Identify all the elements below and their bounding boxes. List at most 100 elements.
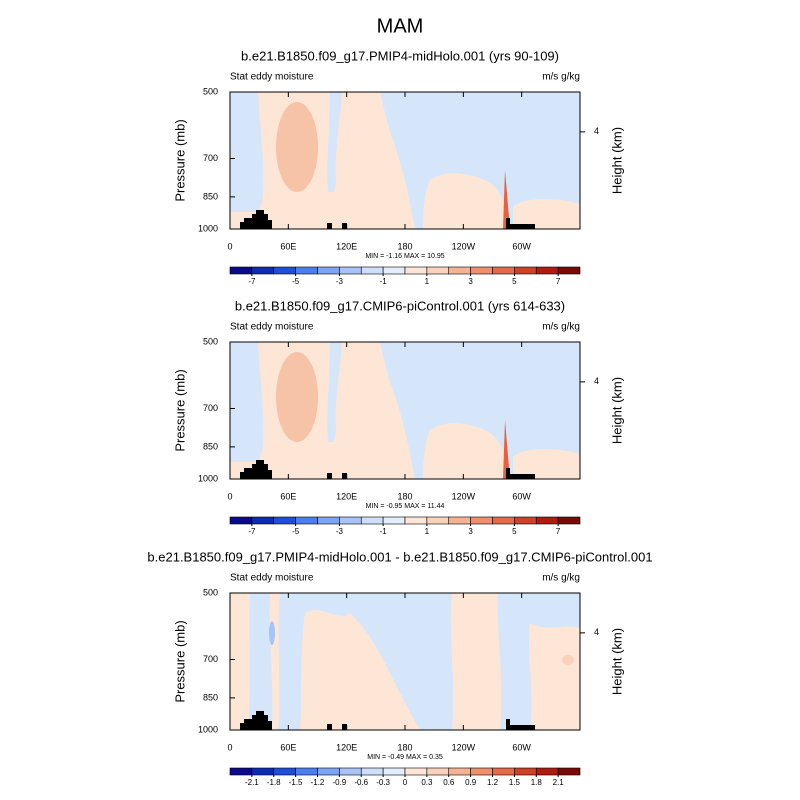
colorbar-label: 0.9	[465, 778, 477, 787]
field	[230, 342, 580, 479]
plot-field	[230, 593, 580, 730]
colorbar-box	[426, 266, 450, 275]
x-tick-label: 0	[227, 241, 232, 251]
colorbar-label: -7	[248, 527, 256, 536]
y2-tick-label: 4	[594, 627, 599, 637]
y-tick-label: 850	[203, 441, 218, 451]
colorbar-label: 1.2	[487, 778, 499, 787]
colorbar-label: 0.3	[421, 778, 433, 787]
colorbar-box	[251, 767, 275, 776]
colorbar-box	[557, 516, 581, 525]
x-tick-label: 60E	[280, 742, 296, 752]
colorbar-label: -5	[292, 527, 300, 536]
x-tick-label: 60W	[512, 742, 531, 752]
figure-title: MAM	[377, 15, 424, 37]
colorbar-box	[535, 767, 559, 776]
colorbar-box	[251, 266, 275, 275]
colorbar-box	[295, 767, 318, 776]
y-axis-title: Pressure (mb)	[172, 620, 187, 702]
panel-title: b.e21.B1850.f09_g17.PMIP4-midHolo.001 - …	[147, 549, 652, 564]
colorbar-box	[382, 266, 406, 275]
colorbar-box	[470, 516, 493, 525]
x-tick-label: 120W	[452, 742, 476, 752]
left-label: Stat eddy moisture	[230, 573, 314, 584]
colorbar-label: -1.5	[289, 778, 303, 787]
y2-tick-label: 4	[594, 376, 599, 386]
colorbar-label: 0	[403, 778, 408, 787]
colorbar-box	[382, 767, 406, 776]
y-tick-label: 500	[203, 336, 218, 346]
y2-axis-title: Height (km)	[609, 127, 624, 194]
colorbar-box	[470, 266, 493, 275]
x-tick-label: 120E	[336, 742, 357, 752]
colorbar-box	[360, 516, 384, 525]
colorbar-box	[404, 767, 428, 776]
left-label: Stat eddy moisture	[230, 72, 314, 83]
colorbar-label: 2.1	[553, 778, 565, 787]
colorbar-label: -0.6	[354, 778, 368, 787]
colorbar-box	[229, 516, 253, 525]
right-label: m/s g/kg	[542, 322, 580, 333]
plot-field	[230, 92, 580, 229]
x-tick-label: 120E	[336, 491, 357, 501]
colorbar-box	[404, 266, 428, 275]
colorbar-box	[448, 266, 471, 275]
colorbar-box	[273, 516, 296, 525]
panel-title: b.e21.B1850.f09_g17.PMIP4-midHolo.001 (y…	[241, 48, 559, 63]
colorbar-box	[339, 767, 362, 776]
colorbar-label: -0.9	[332, 778, 346, 787]
colorbar-box	[514, 266, 537, 275]
colorbar-box	[382, 516, 406, 525]
y2-axis-title: Height (km)	[609, 628, 624, 695]
colorbar-label: 7	[556, 277, 561, 286]
plot-field	[230, 342, 580, 479]
colorbar-label: 1	[425, 527, 430, 536]
x-tick-label: 0	[227, 491, 232, 501]
y-tick-label: 1000	[198, 724, 218, 734]
colorbar-box	[317, 266, 340, 275]
colorbar-box	[360, 767, 384, 776]
colorbar-label: -7	[248, 277, 256, 286]
x-tick-label: 60W	[512, 241, 531, 251]
colorbar-box	[448, 767, 471, 776]
colorbar-box	[535, 516, 559, 525]
y-tick-label: 500	[203, 587, 218, 597]
colorbar-label: -3	[336, 277, 344, 286]
y2-axis-title: Height (km)	[609, 377, 624, 444]
y-tick-label: 1000	[198, 473, 218, 483]
right-label: m/s g/kg	[542, 72, 580, 83]
x-tick-label: 60E	[280, 491, 296, 501]
colorbar-box	[339, 266, 362, 275]
y-axis-title: Pressure (mb)	[172, 369, 187, 451]
colorbar-label: 1.8	[531, 778, 543, 787]
colorbar-label: -3	[336, 527, 344, 536]
colorbar-box	[339, 516, 362, 525]
stats: MIN = -0.49 MAX = 0.35	[367, 754, 443, 761]
colorbar-box	[492, 516, 515, 525]
colorbar-box	[229, 767, 253, 776]
colorbar-box	[317, 767, 340, 776]
colorbar-label: 1	[425, 277, 430, 286]
field	[230, 593, 580, 730]
field	[230, 92, 580, 229]
colorbar-box	[426, 516, 450, 525]
x-tick-label: 180	[397, 241, 412, 251]
colorbar-label: -1.2	[311, 778, 325, 787]
colorbar-box	[404, 516, 428, 525]
colorbar-label: -5	[292, 277, 300, 286]
colorbar-box	[317, 516, 340, 525]
colorbar-box	[251, 516, 275, 525]
x-tick-label: 120W	[452, 491, 476, 501]
colorbar-box	[295, 516, 318, 525]
colorbar-box	[273, 767, 296, 776]
colorbar-box	[470, 767, 493, 776]
colorbar-box	[448, 516, 471, 525]
colorbar-label: -1	[380, 527, 388, 536]
left-label: Stat eddy moisture	[230, 322, 314, 333]
colorbar-label: 0.6	[443, 778, 455, 787]
colorbar-label: -2.1	[245, 778, 259, 787]
right-label: m/s g/kg	[542, 573, 580, 584]
colorbar-box	[492, 767, 515, 776]
x-tick-label: 180	[397, 491, 412, 501]
